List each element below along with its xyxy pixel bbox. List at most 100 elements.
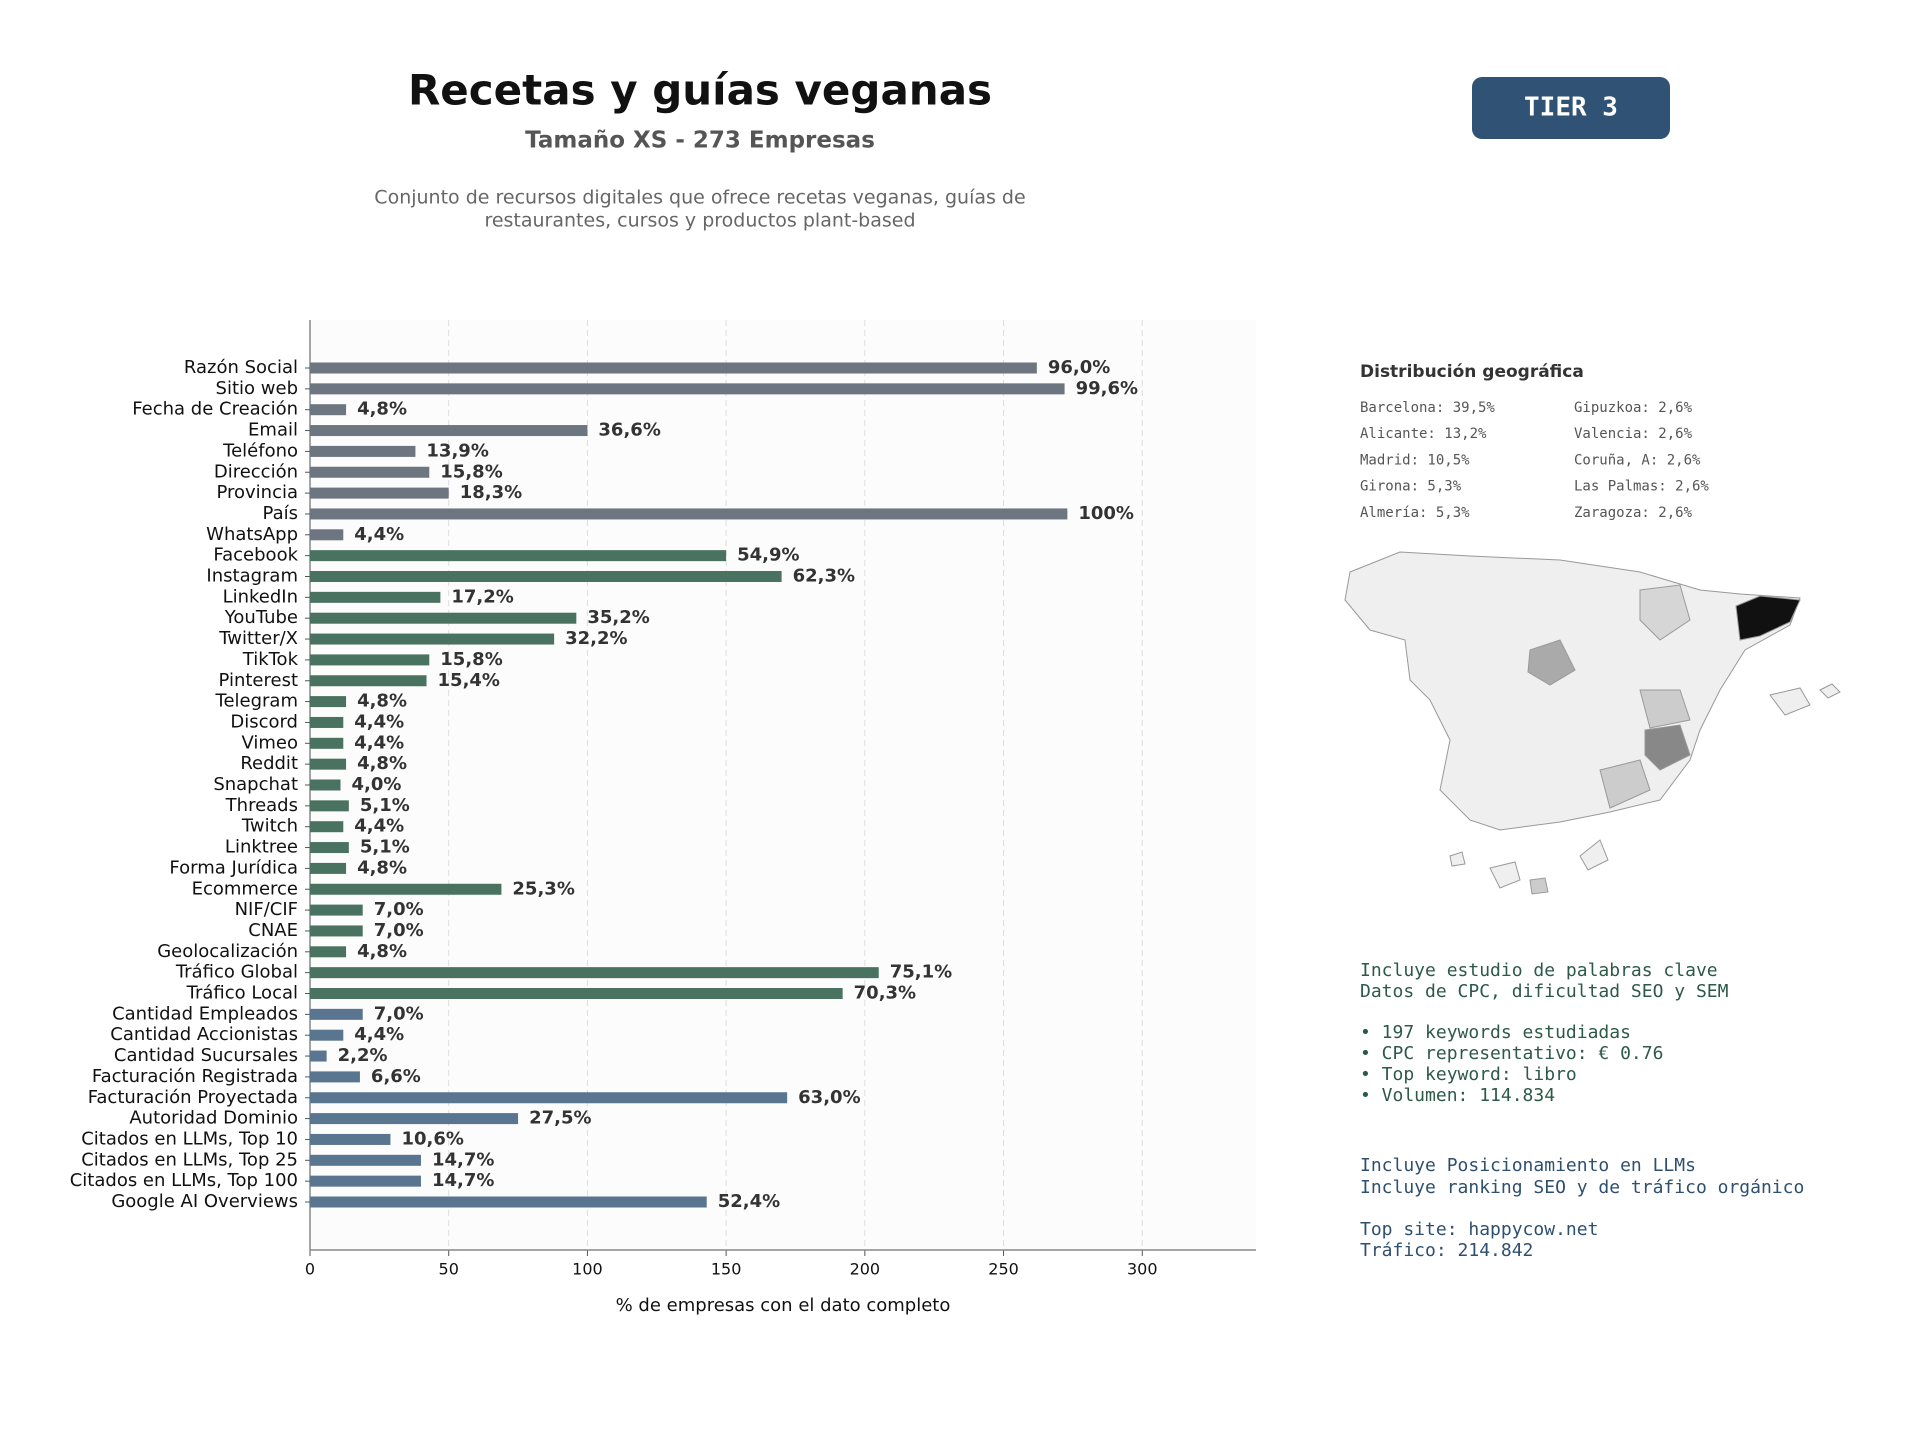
bar xyxy=(310,925,363,937)
bar xyxy=(310,591,441,603)
value-label: 54,9% xyxy=(737,545,799,566)
y-tick-label: Google AI Overviews xyxy=(111,1191,298,1212)
y-tick-label: Dirección xyxy=(214,461,298,482)
canaries xyxy=(1489,861,1521,889)
geo-item: Las Palmas: 2,6% xyxy=(1574,479,1709,495)
value-label: 4,4% xyxy=(354,524,404,545)
geo-item: Almería: 5,3% xyxy=(1360,505,1470,521)
seo-note: Incluye estudio de palabras clave xyxy=(1360,960,1718,981)
y-tick-label: Tráfico Global xyxy=(175,962,298,983)
bar xyxy=(310,988,843,999)
bar xyxy=(310,1050,327,1062)
value-label: 6,6% xyxy=(371,1066,421,1087)
bar xyxy=(310,1008,363,1020)
y-tick-label: NIF/CIF xyxy=(235,899,298,920)
bar xyxy=(310,883,502,895)
subtitle: Tamaño XS - 273 Empresas xyxy=(525,128,875,154)
y-tick-label: Razón Social xyxy=(184,357,298,378)
bar xyxy=(310,1175,421,1187)
y-tick-label: Instagram xyxy=(206,566,298,587)
bar xyxy=(310,404,347,416)
bar xyxy=(310,654,430,666)
value-label: 7,0% xyxy=(374,1003,424,1024)
y-tick-label: Cantidad Accionistas xyxy=(110,1024,298,1045)
geo-item: Girona: 5,3% xyxy=(1360,479,1462,495)
value-label: 15,8% xyxy=(440,461,502,482)
y-tick-label: País xyxy=(263,503,298,524)
value-label: 4,4% xyxy=(354,816,404,837)
bar xyxy=(310,466,430,478)
bar xyxy=(310,1133,391,1145)
geo-item: Alicante: 13,2% xyxy=(1360,426,1487,442)
value-label: 99,6% xyxy=(1076,378,1138,399)
value-label: 62,3% xyxy=(793,566,855,587)
description: restaurantes, cursos y productos plant-b… xyxy=(484,210,915,232)
y-tick-label: Citados en LLMs, Top 10 xyxy=(81,1128,298,1149)
bar xyxy=(310,550,727,562)
geo-item: Madrid: 10,5% xyxy=(1360,452,1470,468)
y-tick-label: LinkedIn xyxy=(223,586,298,607)
bar xyxy=(310,904,363,916)
value-label: 4,8% xyxy=(357,857,407,878)
value-label: 14,7% xyxy=(432,1170,494,1191)
x-tick-label: 0 xyxy=(305,1260,315,1279)
bar xyxy=(310,1196,707,1208)
value-label: 4,8% xyxy=(357,941,407,962)
bar xyxy=(310,737,344,749)
llm-site: Tráfico: 214.842 xyxy=(1360,1240,1533,1261)
seo-item: • Volumen: 114.834 xyxy=(1360,1085,1555,1106)
y-tick-label: Vimeo xyxy=(241,732,298,753)
bar xyxy=(310,508,1068,520)
geo-item: Zaragoza: 2,6% xyxy=(1574,505,1693,521)
region-alicante xyxy=(1644,724,1691,771)
y-tick-label: YouTube xyxy=(224,607,298,628)
bar xyxy=(310,612,577,624)
bar xyxy=(310,1092,788,1104)
value-label: 35,2% xyxy=(587,607,649,628)
bar xyxy=(310,967,879,979)
value-label: 4,0% xyxy=(352,774,402,795)
title: Recetas y guías veganas xyxy=(408,66,992,115)
value-label: 63,0% xyxy=(798,1087,860,1108)
value-label: 75,1% xyxy=(890,962,952,983)
y-tick-label: Citados en LLMs, Top 25 xyxy=(81,1149,298,1170)
value-label: 96,0% xyxy=(1048,357,1110,378)
llm-site: Top site: happycow.net xyxy=(1360,1219,1598,1240)
y-tick-label: Fecha de Creación xyxy=(132,399,298,420)
x-tick-label: 50 xyxy=(439,1260,459,1279)
y-tick-label: CNAE xyxy=(248,920,298,941)
value-label: 5,1% xyxy=(360,837,410,858)
value-label: 4,8% xyxy=(357,691,407,712)
geo-item: Valencia: 2,6% xyxy=(1574,426,1693,442)
y-tick-label: Autoridad Dominio xyxy=(129,1108,298,1129)
value-label: 17,2% xyxy=(451,586,513,607)
geo-item: Coruña, A: 2,6% xyxy=(1574,452,1701,468)
bar xyxy=(310,800,349,812)
x-tick-label: 100 xyxy=(572,1260,603,1279)
bar xyxy=(310,425,588,437)
y-tick-label: Facturación Registrada xyxy=(92,1066,298,1087)
value-label: 52,4% xyxy=(718,1191,780,1212)
y-tick-label: Forma Jurídica xyxy=(169,857,298,878)
y-tick-label: Sitio web xyxy=(216,378,298,399)
bar xyxy=(310,696,347,708)
bar xyxy=(310,529,344,541)
y-tick-label: Twitch xyxy=(241,816,298,837)
y-tick-label: Tráfico Local xyxy=(186,983,298,1004)
tier-badge xyxy=(1472,77,1670,139)
value-label: 4,8% xyxy=(357,399,407,420)
region-madrid xyxy=(1527,639,1576,686)
bar xyxy=(310,1029,344,1041)
x-tick-label: 150 xyxy=(711,1260,742,1279)
bar xyxy=(310,1113,519,1125)
y-tick-label: Snapchat xyxy=(213,774,298,795)
region-valencia xyxy=(1639,689,1691,729)
seo-item: • CPC representativo: € 0.76 xyxy=(1360,1043,1663,1064)
y-tick-label: Reddit xyxy=(240,753,298,774)
seo-item: • Top keyword: libro xyxy=(1360,1064,1577,1085)
bar xyxy=(310,862,347,874)
canaries xyxy=(1579,839,1609,871)
value-label: 15,4% xyxy=(438,670,500,691)
canaries xyxy=(1449,851,1466,867)
y-tick-label: WhatsApp xyxy=(206,524,298,545)
